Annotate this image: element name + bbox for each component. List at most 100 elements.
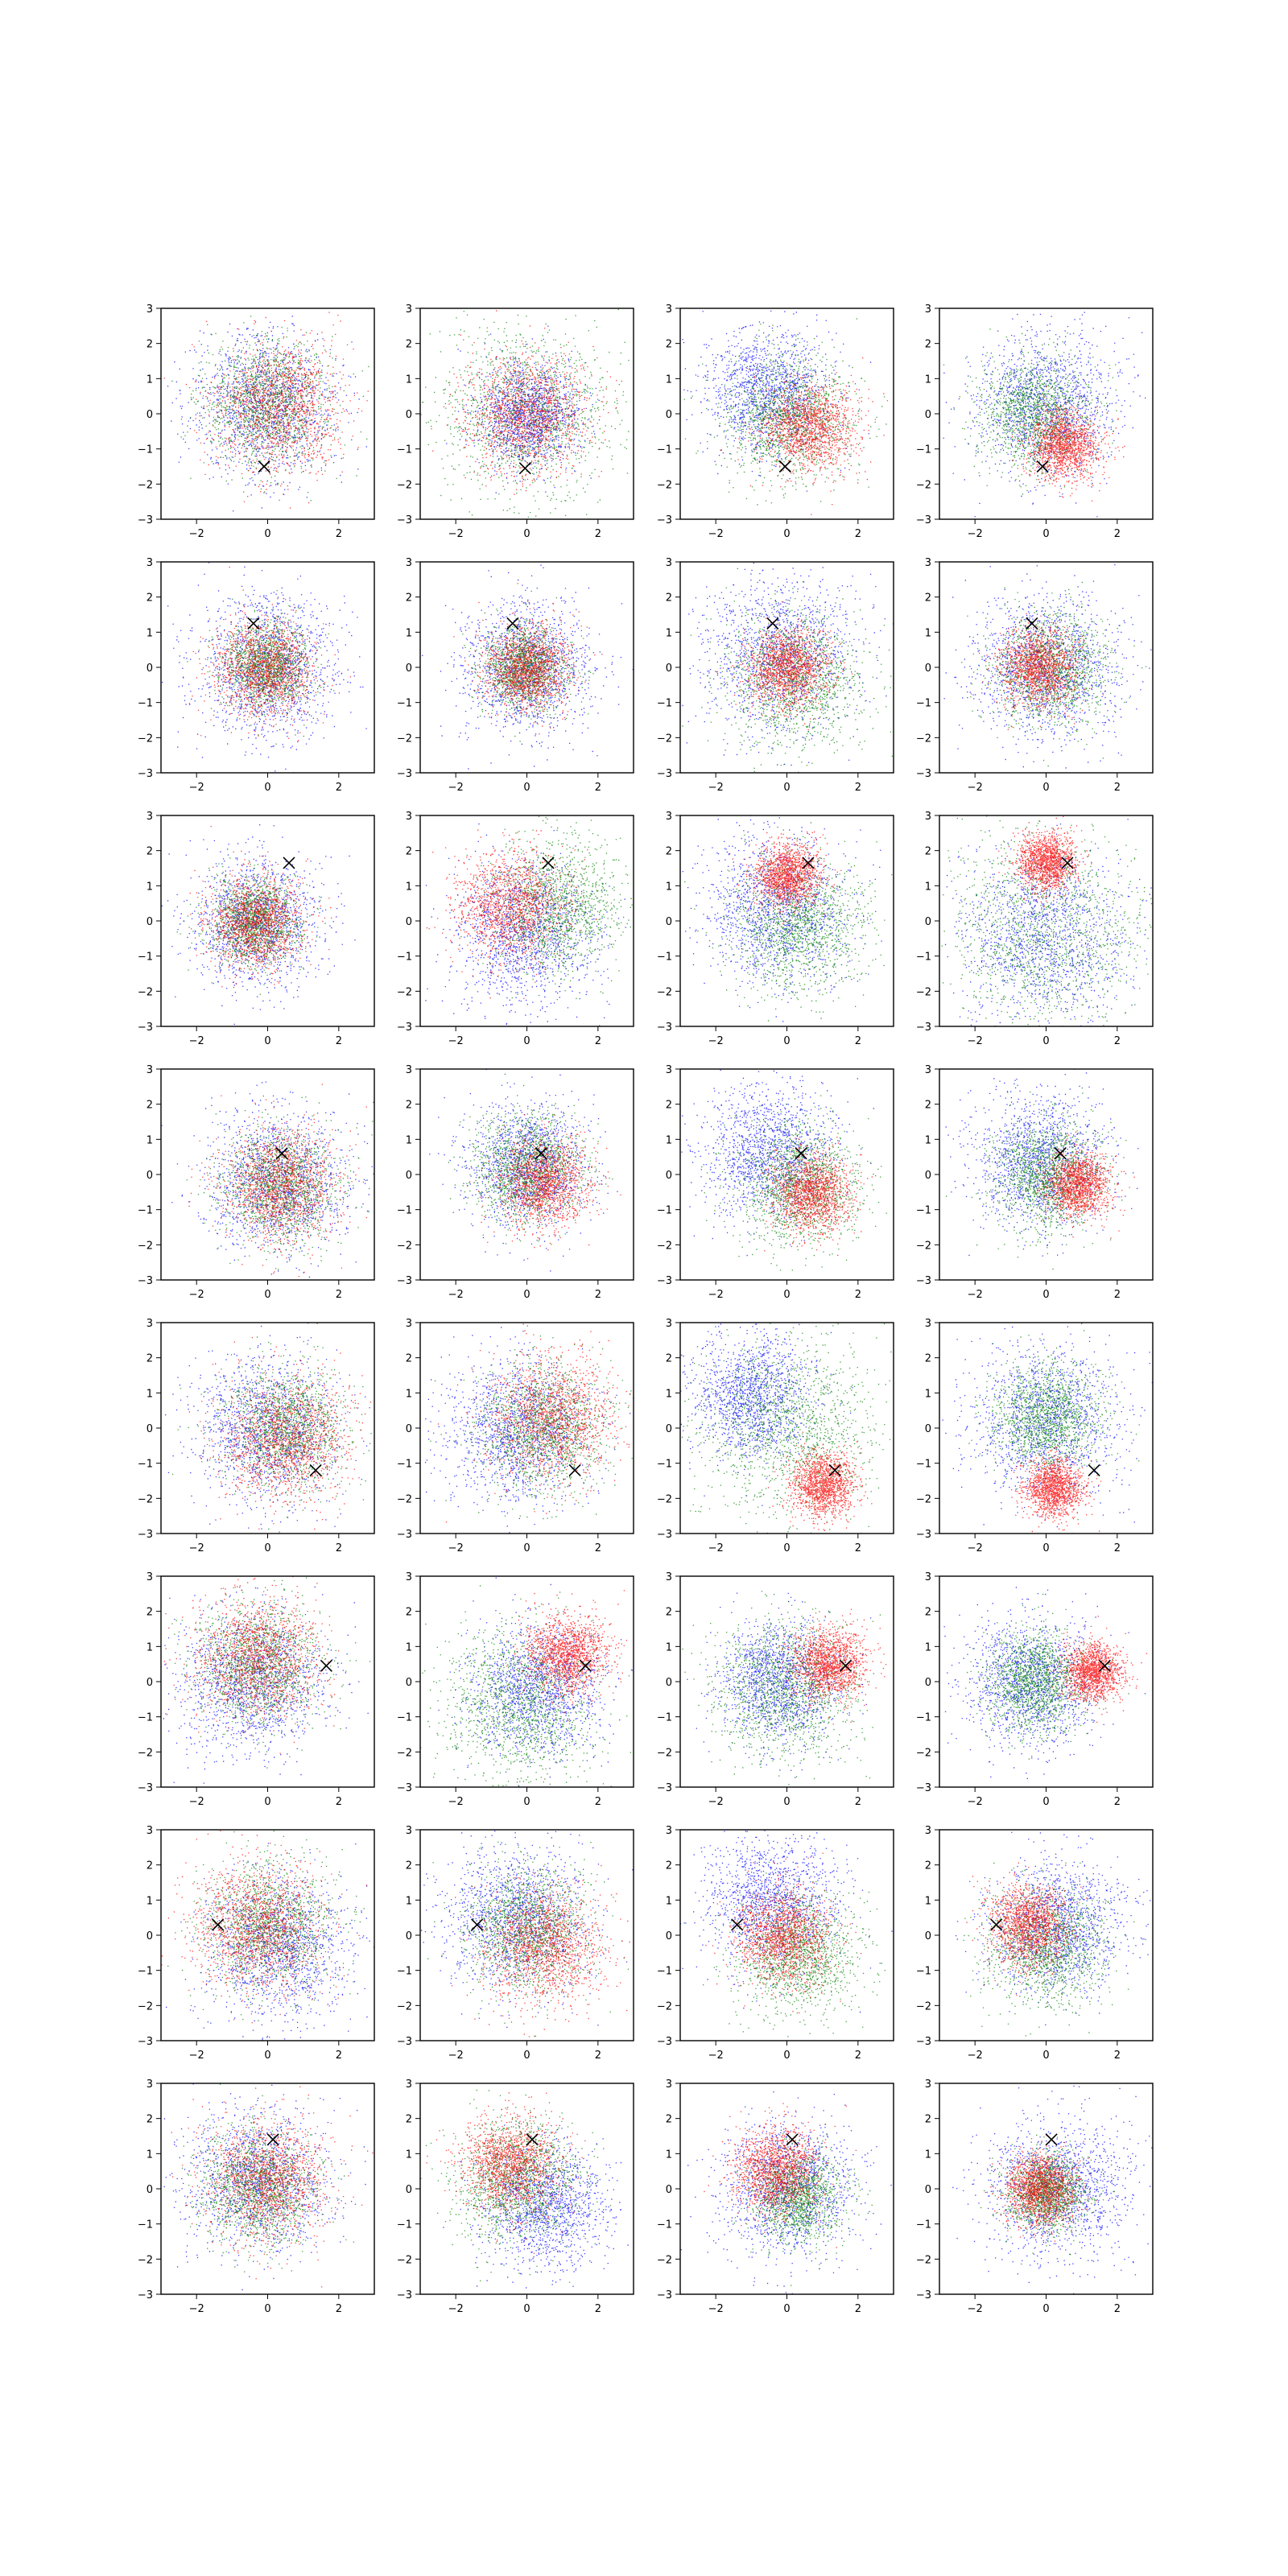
y-tick-label: −1 (397, 1205, 412, 1217)
y-tick-label: 0 (666, 1930, 672, 1942)
y-tick-label: −1 (657, 952, 672, 964)
x-tick-label: 0 (783, 782, 790, 794)
x-tick-label: 2 (336, 1796, 342, 1808)
y-tick-label: 0 (147, 1930, 153, 1942)
y-tick-label: −2 (138, 1747, 153, 1759)
x-tick-label: 2 (855, 2303, 861, 2315)
y-tick-label: 2 (406, 592, 412, 605)
y-tick-label: 1 (925, 1641, 931, 1653)
y-tick-label: 1 (925, 2149, 931, 2161)
x-tick-label: −2 (708, 528, 724, 540)
y-tick-label: 1 (147, 1641, 153, 1653)
x-tick-label: 2 (1114, 2050, 1121, 2062)
y-tick-label: −2 (916, 2000, 931, 2013)
x-tick-label: −2 (968, 2303, 983, 2315)
y-tick-label: 0 (147, 1170, 153, 1182)
y-tick-label: 0 (925, 1677, 931, 1689)
x-tick-label: 2 (336, 528, 342, 540)
y-tick-label: −2 (138, 2000, 153, 2013)
x-tick-label: 0 (264, 1542, 270, 1554)
x-tick-label: −2 (448, 2303, 464, 2315)
y-tick-label: −2 (138, 733, 153, 745)
y-tick-label: −1 (138, 1712, 153, 1724)
y-tick-label: 3 (925, 811, 931, 823)
y-tick-label: −1 (397, 698, 412, 710)
y-tick-label: 3 (925, 2079, 931, 2091)
y-tick-label: 2 (666, 1607, 672, 1619)
y-tick-label: 1 (147, 1134, 153, 1146)
x-tick-label: −2 (189, 528, 204, 540)
y-tick-label: 0 (925, 2184, 931, 2196)
y-tick-label: 0 (406, 1423, 412, 1435)
x-tick-label: 0 (523, 1035, 530, 1047)
y-tick-label: −3 (916, 2036, 931, 2048)
x-tick-label: −2 (968, 1796, 983, 1808)
y-tick-label: 0 (925, 1930, 931, 1942)
y-tick-label: 0 (666, 1423, 672, 1435)
y-tick-label: 2 (406, 2114, 412, 2126)
y-tick-label: −1 (138, 1966, 153, 1978)
x-tick-label: 2 (1114, 782, 1121, 794)
y-tick-label: 1 (666, 881, 672, 893)
y-tick-label: −1 (657, 1459, 672, 1471)
y-tick-label: −2 (657, 733, 672, 745)
y-tick-label: −2 (138, 1240, 153, 1252)
y-tick-label: −1 (138, 698, 153, 710)
y-tick-label: −3 (657, 768, 672, 780)
y-tick-label: 1 (666, 1134, 672, 1146)
x-tick-label: 0 (523, 1289, 530, 1301)
y-tick-label: 2 (666, 846, 672, 858)
y-tick-label: 2 (147, 1353, 153, 1365)
y-tick-label: 2 (406, 846, 412, 858)
x-tick-label: 2 (595, 528, 601, 540)
y-tick-label: −3 (657, 514, 672, 526)
x-tick-label: 2 (855, 1796, 861, 1808)
x-tick-label: 2 (1114, 2303, 1121, 2315)
y-tick-label: 1 (406, 1134, 412, 1146)
y-tick-label: 2 (406, 339, 412, 351)
y-tick-label: 3 (666, 811, 672, 823)
y-tick-label: 3 (147, 303, 153, 316)
x-tick-label: 0 (1042, 1035, 1049, 1047)
y-tick-label: −1 (397, 1712, 412, 1724)
y-tick-label: 3 (406, 557, 412, 569)
x-tick-label: 0 (1042, 1289, 1049, 1301)
y-tick-label: 3 (406, 1571, 412, 1583)
y-tick-label: −2 (657, 2254, 672, 2266)
x-tick-label: −2 (968, 2050, 983, 2062)
y-tick-label: 1 (406, 1388, 412, 1400)
x-tick-label: 2 (855, 528, 861, 540)
y-tick-label: 2 (406, 1353, 412, 1365)
y-tick-label: −3 (657, 1275, 672, 1287)
x-tick-label: −2 (448, 782, 464, 794)
x-tick-label: 0 (783, 1289, 790, 1301)
x-tick-label: −2 (448, 528, 464, 540)
x-tick-label: 2 (336, 1035, 342, 1047)
y-tick-label: −2 (138, 1493, 153, 1505)
y-tick-label: 0 (925, 1423, 931, 1435)
x-tick-label: 0 (783, 528, 790, 540)
y-tick-label: 0 (406, 1170, 412, 1182)
x-tick-label: 0 (523, 528, 530, 540)
y-tick-label: 3 (147, 557, 153, 569)
y-tick-label: 0 (147, 409, 153, 421)
y-tick-label: −2 (916, 1747, 931, 1759)
x-tick-label: −2 (708, 1289, 724, 1301)
x-tick-label: 2 (595, 1796, 601, 1808)
y-tick-label: 3 (925, 1825, 931, 1837)
y-tick-label: 1 (406, 627, 412, 639)
y-tick-label: −2 (397, 479, 412, 491)
y-tick-label: 2 (925, 1100, 931, 1112)
y-tick-label: 1 (666, 1895, 672, 1907)
y-tick-label: −1 (657, 698, 672, 710)
x-tick-label: 2 (595, 1289, 601, 1301)
y-tick-label: −3 (657, 1782, 672, 1794)
y-tick-label: 3 (666, 2079, 672, 2091)
y-tick-label: 2 (925, 1353, 931, 1365)
y-tick-label: 3 (406, 303, 412, 316)
y-tick-label: 1 (666, 1641, 672, 1653)
x-tick-label: −2 (968, 1542, 983, 1554)
y-tick-label: 0 (666, 1170, 672, 1182)
y-tick-label: 1 (925, 1895, 931, 1907)
x-tick-label: 2 (1114, 1289, 1121, 1301)
